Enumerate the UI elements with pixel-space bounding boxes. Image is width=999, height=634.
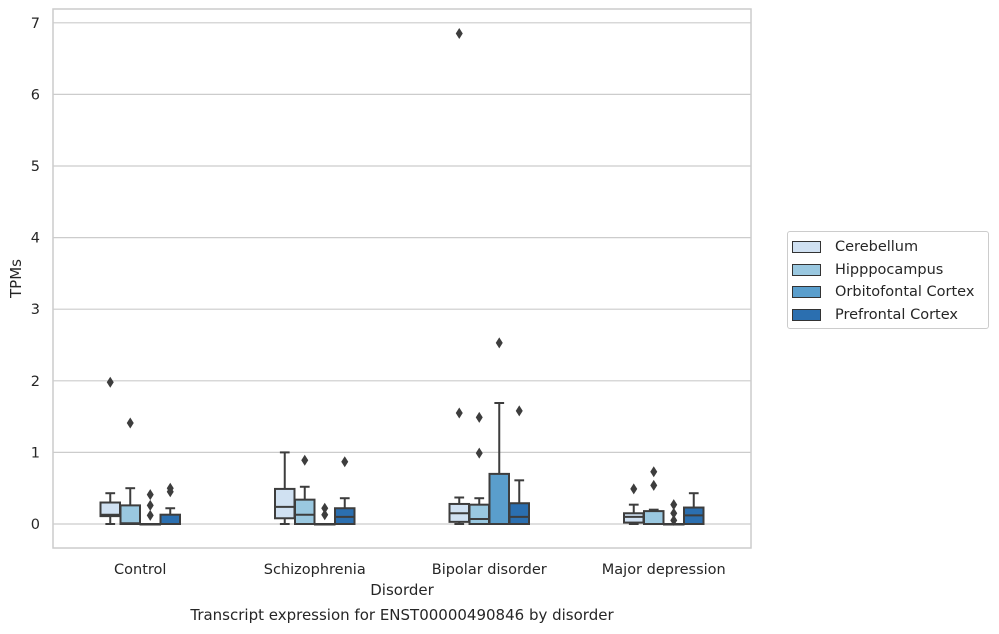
box — [294, 498, 316, 526]
box-group — [663, 499, 685, 526]
box-group — [468, 411, 490, 525]
y-tick-label: 2 — [31, 374, 40, 390]
legend-swatch-cerebellum — [792, 241, 821, 254]
box-group — [119, 417, 141, 526]
y-tick-label: 5 — [31, 159, 40, 175]
y-tick-label: 7 — [31, 16, 40, 32]
y-tick-labels: 0 1 2 3 4 5 6 7 — [31, 16, 40, 533]
outlier-point — [301, 454, 309, 466]
box-group — [448, 28, 470, 525]
outlier-point — [650, 479, 658, 491]
outlier-point — [630, 483, 638, 495]
legend-item: Orbitofontal Cortex — [788, 281, 988, 304]
box-group — [683, 492, 705, 526]
box — [119, 504, 141, 526]
box-group — [274, 451, 296, 525]
outlier-point — [166, 482, 174, 494]
outlier-point — [146, 489, 154, 501]
outlier-point — [455, 28, 463, 40]
outlier-point — [146, 509, 154, 521]
y-tick-label: 6 — [31, 87, 40, 103]
outlier-point — [475, 411, 483, 423]
legend-swatch-hippocampus — [792, 263, 821, 276]
legend-item: Prefrontal Cortex — [788, 304, 988, 327]
outlier-point — [126, 417, 134, 429]
outlier-point — [321, 502, 329, 514]
box-group — [139, 489, 161, 526]
x-tick-label: Control — [114, 562, 166, 578]
outlier-point — [670, 514, 678, 526]
outlier-point — [341, 456, 349, 468]
legend-label: Prefrontal Cortex — [835, 306, 958, 323]
box-group — [643, 466, 665, 525]
legend-swatch-orbitofrontal — [792, 286, 821, 299]
box-group — [159, 482, 181, 526]
x-tick-label: Bipolar disorder — [432, 562, 547, 578]
box-group — [488, 337, 510, 526]
y-tick-label: 0 — [31, 517, 40, 533]
legend: Cerebellum Hipppocampus Orbitofontal Cor… — [787, 231, 989, 329]
box — [274, 487, 296, 520]
outlier-point — [495, 337, 503, 349]
box-group — [294, 454, 316, 526]
legend-item: Hipppocampus — [788, 259, 988, 282]
legend-item: Cerebellum — [788, 236, 988, 259]
x-tick-label: Schizophrenia — [264, 562, 366, 578]
outlier-point — [146, 499, 154, 511]
x-axis-label: Disorder — [370, 581, 434, 599]
box — [468, 503, 490, 525]
box — [488, 472, 510, 526]
box-group — [99, 376, 121, 525]
box — [159, 513, 181, 526]
legend-label: Hipppocampus — [835, 261, 944, 278]
box-group — [508, 405, 530, 525]
legend-swatch-prefrontal — [792, 308, 821, 321]
x-tick-labels: Control Schizophrenia Bipolar disorder Majo… — [114, 562, 726, 578]
chart-caption: Transcript expression for ENST0000049084… — [190, 606, 614, 624]
box-group — [623, 483, 645, 525]
legend-label: Orbitofontal Cortex — [835, 284, 975, 301]
outlier-point — [455, 407, 463, 419]
x-tick-label: Major depression — [602, 562, 726, 578]
y-axis-label: TPMs — [7, 259, 25, 299]
gridlines — [53, 22, 751, 525]
y-tick-label: 1 — [31, 445, 40, 461]
boxes — [99, 28, 705, 526]
legend-label: Cerebellum — [835, 239, 919, 256]
outlier-point — [321, 509, 329, 521]
box — [508, 502, 530, 525]
outlier-point — [650, 466, 658, 478]
outlier-point — [515, 405, 523, 417]
box — [623, 512, 645, 524]
y-tick-label: 4 — [31, 231, 40, 247]
outlier-point — [475, 447, 483, 459]
y-tick-label: 3 — [31, 302, 40, 318]
box-group — [334, 456, 356, 525]
box-group — [314, 502, 336, 526]
outlier-point — [670, 507, 678, 519]
plot-frame — [52, 8, 752, 549]
outlier-point — [670, 499, 678, 511]
box — [643, 510, 665, 525]
outlier-point — [106, 376, 114, 388]
